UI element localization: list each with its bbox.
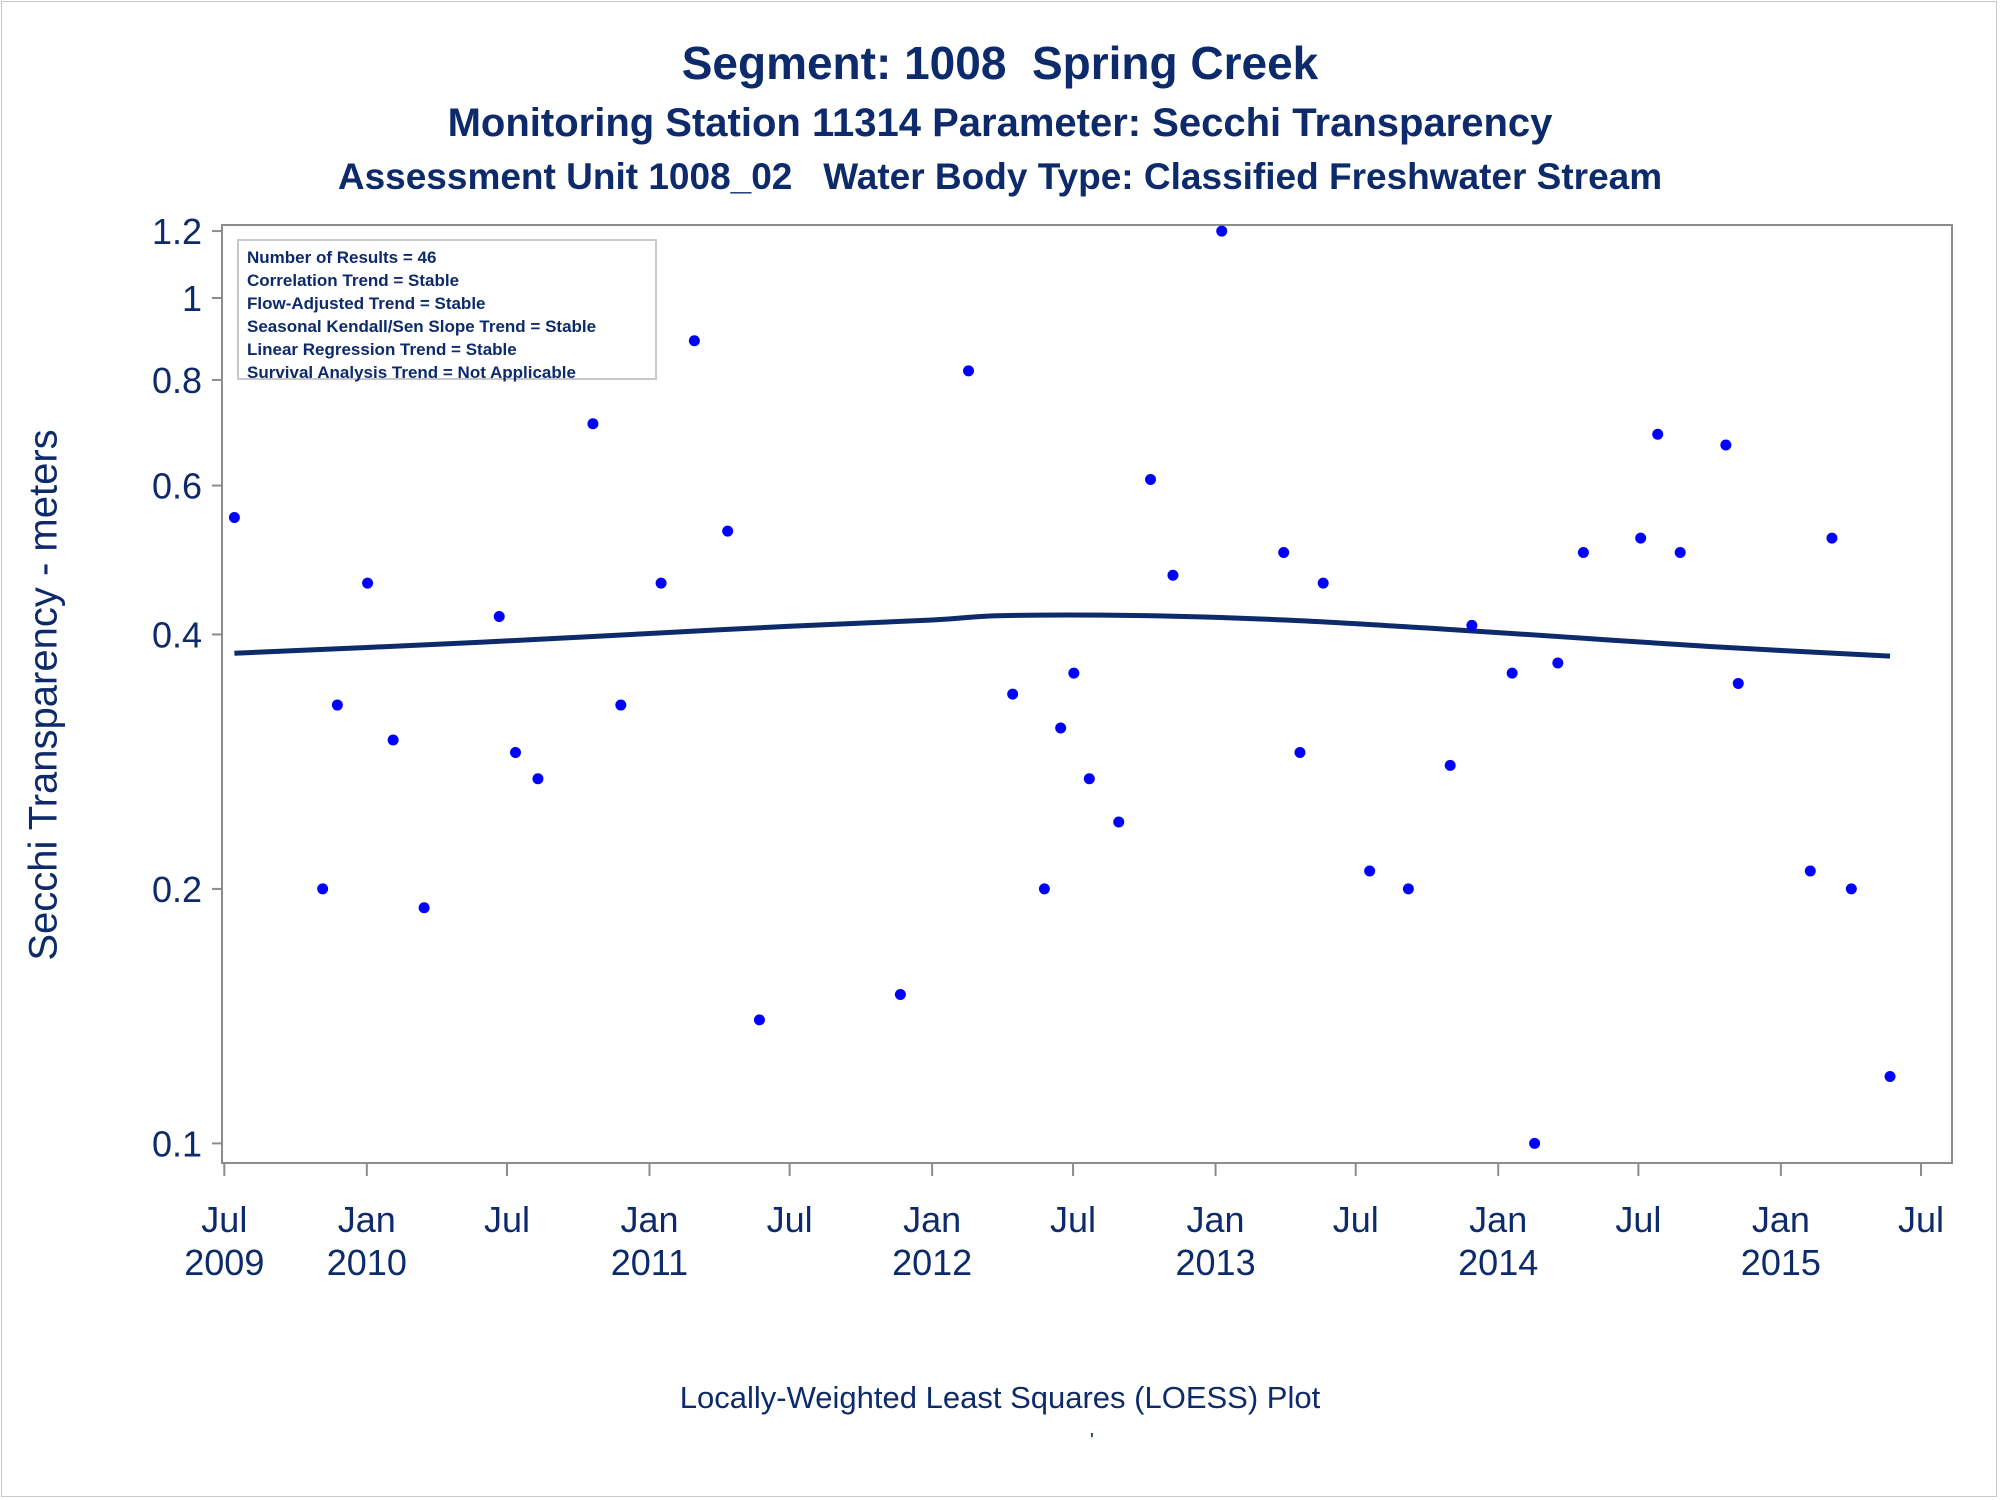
data-point	[1444, 759, 1456, 771]
data-point	[1506, 667, 1518, 679]
y-tick-label: 0.2	[152, 869, 202, 910]
data-point	[1083, 773, 1095, 785]
x-tick-label: Jan	[903, 1199, 961, 1240]
data-point	[362, 577, 374, 589]
x-tick-label: Jan	[1752, 1199, 1810, 1240]
data-point	[1635, 532, 1647, 544]
data-point	[1674, 546, 1686, 558]
stat-number-of-results: Number of Results = 46	[247, 248, 437, 267]
data-point	[1804, 865, 1816, 877]
stat-flow-adjusted-trend: Flow-Adjusted Trend = Stable	[247, 294, 486, 313]
data-point	[1552, 657, 1564, 669]
x-tick-label: Jul	[1898, 1199, 1944, 1240]
trend-statistics-box: Number of Results = 46 Correlation Trend…	[237, 239, 657, 382]
data-point	[1317, 577, 1329, 589]
x-tick-year-label: 2013	[1176, 1242, 1256, 1283]
data-point	[1720, 439, 1732, 451]
data-point	[1278, 546, 1290, 558]
data-point	[688, 335, 700, 347]
x-tick-year-label: 2012	[892, 1242, 972, 1283]
x-tick-label: Jan	[338, 1199, 396, 1240]
x-tick-year-label: 2011	[611, 1242, 688, 1283]
x-tick-label: Jan	[1469, 1199, 1527, 1240]
data-points	[228, 225, 1896, 1149]
plot-area	[221, 224, 1953, 1164]
y-tick-label: 0.8	[152, 360, 202, 401]
x-tick-year-label: 2010	[327, 1242, 407, 1283]
data-point	[387, 734, 399, 746]
data-point	[587, 418, 599, 430]
stat-survival-analysis-trend: Survival Analysis Trend = Not Applicable	[247, 363, 576, 382]
x-tick-label: Jan	[620, 1199, 678, 1240]
data-point	[1216, 225, 1228, 237]
data-point	[532, 773, 544, 785]
data-point	[1364, 865, 1376, 877]
data-point	[722, 525, 734, 537]
data-point	[1529, 1137, 1541, 1149]
data-point	[493, 611, 505, 623]
data-point	[1038, 883, 1050, 895]
data-point	[1884, 1070, 1896, 1082]
chart-title: Segment: 1008 Spring Creek	[681, 37, 1319, 89]
x-tick-year-label: 2014	[1458, 1242, 1538, 1283]
y-tick-label: 0.4	[152, 614, 202, 655]
x-tick-label: Jul	[1615, 1199, 1661, 1240]
data-point	[331, 699, 343, 711]
y-tick-label: 1	[182, 278, 202, 319]
stat-linear-regression-trend: Linear Regression Trend = Stable	[247, 340, 517, 359]
plot-footnote: Locally-Weighted Least Squares (LOESS) P…	[679, 1380, 1321, 1415]
x-tick-label: Jul	[1050, 1199, 1096, 1240]
data-point	[317, 883, 329, 895]
data-point	[1068, 667, 1080, 679]
stat-seasonal-kendall-trend: Seasonal Kendall/Sen Slope Trend = Stabl…	[247, 317, 597, 336]
y-tick-label: 0.1	[152, 1123, 202, 1164]
chart-subtitle-station: Monitoring Station 11314 Parameter: Secc…	[447, 101, 1553, 145]
y-axis-label: Secchi Transparency - meters	[21, 429, 66, 961]
data-point	[1466, 619, 1478, 631]
data-point	[228, 512, 240, 524]
data-point	[1113, 816, 1125, 828]
data-point	[753, 1014, 765, 1026]
data-point	[1732, 677, 1744, 689]
data-point	[418, 902, 430, 914]
y-axis: 0.1 0.2 0.4 0.6 0.8 1 1.2	[152, 211, 222, 1164]
x-tick-year-label: 2009	[184, 1242, 264, 1283]
x-tick-year-label: 2015	[1741, 1242, 1821, 1283]
data-point	[1845, 883, 1857, 895]
y-tick-label: 1.2	[152, 211, 202, 252]
x-tick-label: Jul	[484, 1199, 530, 1240]
data-point	[963, 365, 975, 377]
footnote-mark: '	[1090, 1430, 1094, 1452]
data-point	[1007, 688, 1019, 700]
y-tick-label: 0.6	[152, 466, 202, 507]
data-point	[1055, 722, 1067, 734]
data-point	[1294, 746, 1306, 758]
data-point	[509, 746, 521, 758]
chart-subtitle-assessment: Assessment Unit 1008_02 Water Body Type:…	[337, 156, 1663, 197]
x-tick-label: Jul	[1333, 1199, 1379, 1240]
loess-trend-line	[234, 612, 1891, 659]
data-point	[1652, 428, 1664, 440]
data-point	[615, 699, 627, 711]
stat-correlation-trend: Correlation Trend = Stable	[247, 271, 460, 290]
x-tick-label: Jan	[1187, 1199, 1245, 1240]
data-point	[1402, 883, 1414, 895]
data-point	[655, 577, 667, 589]
data-point	[894, 989, 906, 1001]
data-point	[1826, 532, 1838, 544]
data-point	[1577, 546, 1589, 558]
data-point	[1145, 473, 1157, 485]
data-point	[1167, 569, 1179, 581]
x-tick-label: Jul	[767, 1199, 813, 1240]
x-tick-label: Jul	[201, 1199, 247, 1240]
